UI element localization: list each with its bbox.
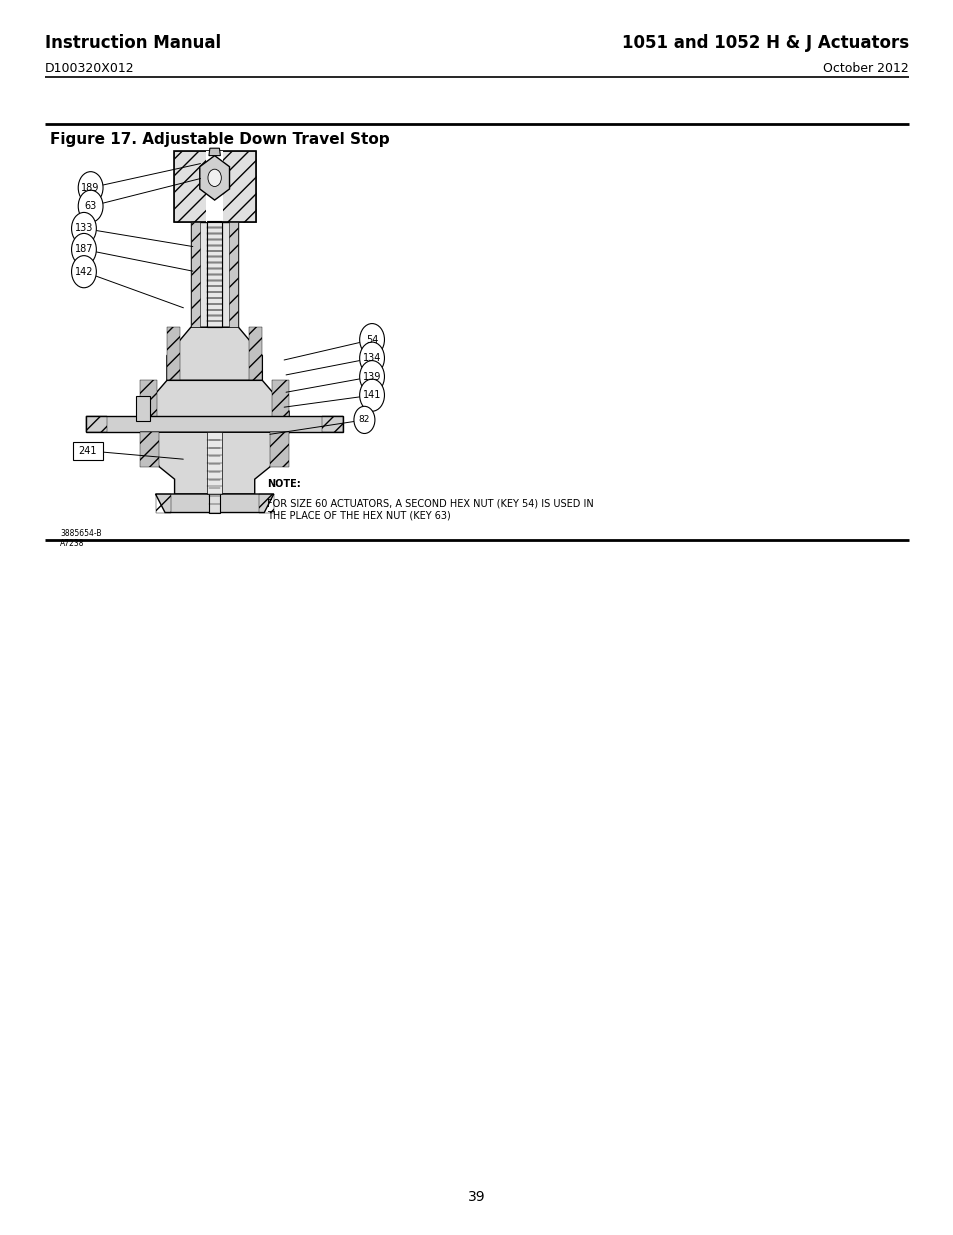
Text: 134: 134 xyxy=(362,353,381,363)
Bar xyxy=(86,416,107,432)
Bar xyxy=(207,432,222,494)
Text: 63: 63 xyxy=(85,201,96,211)
Text: NOTE:: NOTE: xyxy=(267,479,300,489)
Circle shape xyxy=(359,361,384,393)
Bar xyxy=(155,494,171,513)
Bar xyxy=(167,327,180,380)
Bar xyxy=(258,494,274,513)
Polygon shape xyxy=(155,494,274,513)
Text: 133: 133 xyxy=(74,224,93,233)
Circle shape xyxy=(71,233,96,266)
Bar xyxy=(207,222,222,327)
Circle shape xyxy=(208,169,221,186)
Circle shape xyxy=(354,406,375,433)
Circle shape xyxy=(78,190,103,222)
Circle shape xyxy=(359,342,384,374)
Polygon shape xyxy=(140,432,289,494)
Text: 39: 39 xyxy=(468,1191,485,1204)
Bar xyxy=(191,222,200,327)
Text: Instruction Manual: Instruction Manual xyxy=(45,33,221,52)
Circle shape xyxy=(359,324,384,356)
Text: FOR SIZE 60 ACTUATORS, A SECOND HEX NUT (KEY 54) IS USED IN
THE PLACE OF THE HEX: FOR SIZE 60 ACTUATORS, A SECOND HEX NUT … xyxy=(267,499,594,520)
Bar xyxy=(173,151,255,222)
Text: D100320X012: D100320X012 xyxy=(45,62,134,75)
Bar xyxy=(72,441,103,459)
Bar xyxy=(272,380,289,420)
Polygon shape xyxy=(167,327,262,380)
Bar xyxy=(249,327,262,380)
Polygon shape xyxy=(199,156,230,200)
Polygon shape xyxy=(140,380,289,420)
Text: 187: 187 xyxy=(74,245,93,254)
Text: 141: 141 xyxy=(362,390,381,400)
Bar xyxy=(270,432,289,467)
Bar xyxy=(209,432,220,513)
Circle shape xyxy=(359,379,384,411)
Bar xyxy=(191,222,238,327)
Bar xyxy=(140,432,159,467)
Bar xyxy=(136,396,150,421)
Circle shape xyxy=(71,256,96,288)
Text: 82: 82 xyxy=(358,415,370,425)
Circle shape xyxy=(71,212,96,245)
Text: 142: 142 xyxy=(74,267,93,277)
Bar xyxy=(206,151,223,222)
Text: 3885654-B
A7238: 3885654-B A7238 xyxy=(60,529,102,548)
Bar xyxy=(229,222,238,327)
Bar xyxy=(173,151,255,222)
Text: October 2012: October 2012 xyxy=(822,62,908,75)
Circle shape xyxy=(78,172,103,204)
Text: 54: 54 xyxy=(366,335,377,345)
Text: 139: 139 xyxy=(362,372,381,382)
Bar xyxy=(140,380,157,420)
Bar xyxy=(322,416,343,432)
Bar xyxy=(207,221,222,327)
Text: Figure 17. Adjustable Down Travel Stop: Figure 17. Adjustable Down Travel Stop xyxy=(50,132,389,147)
Polygon shape xyxy=(209,148,220,156)
Text: 189: 189 xyxy=(81,183,100,193)
Text: 241: 241 xyxy=(78,446,97,456)
Text: 1051 and 1052 H & J Actuators: 1051 and 1052 H & J Actuators xyxy=(621,33,908,52)
Bar xyxy=(86,416,343,432)
